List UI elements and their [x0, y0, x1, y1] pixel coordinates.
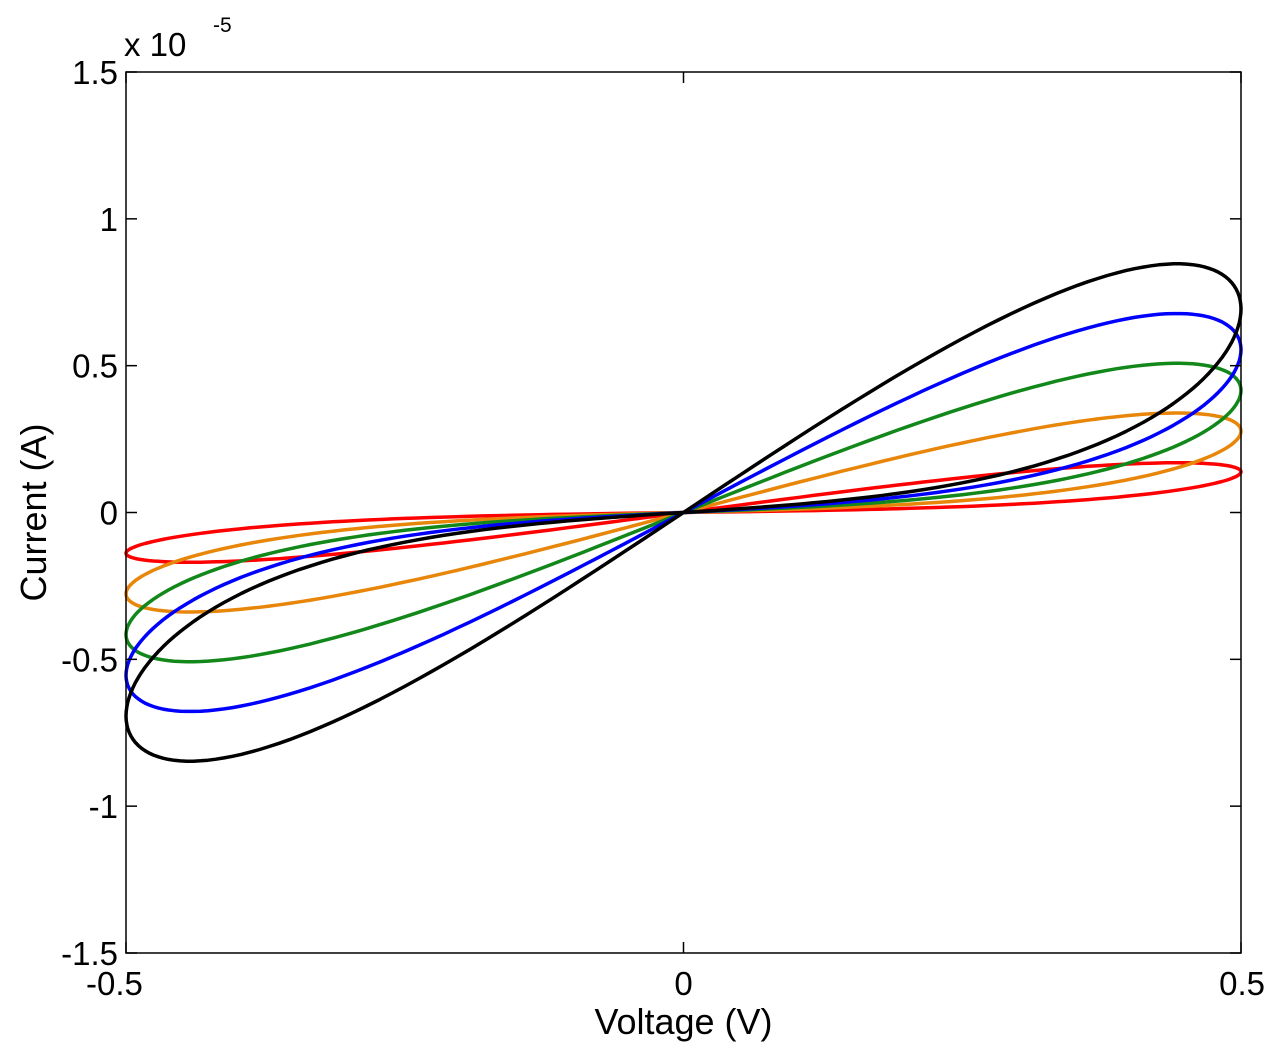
- y-tick-label: -1.5: [61, 935, 118, 972]
- y-tick-label: -0.5: [61, 641, 118, 678]
- y-exponent-label: x 10: [124, 26, 186, 63]
- y-tick-label: 1: [100, 201, 118, 238]
- y-tick-label: 1.5: [72, 54, 118, 91]
- x-tick-label: 0: [674, 965, 692, 1002]
- y-axis-label: Current (A): [13, 423, 54, 601]
- y-exponent-superscript: -5: [213, 14, 232, 37]
- x-axis-label: Voltage (V): [594, 1001, 772, 1042]
- series-line-5: [124, 262, 1243, 763]
- series-layer: [124, 262, 1243, 763]
- y-tick-label: -1: [89, 788, 118, 825]
- ticks-layer: -0.5 0 0.5 -1.5 -1 -0.5 0 0.5 1 1.5: [61, 54, 1265, 1002]
- y-tick-label: 0.5: [72, 348, 118, 385]
- y-tick-label: 0: [100, 495, 118, 532]
- x-tick-label: -0.5: [86, 965, 143, 1002]
- x-tick-label: 0.5: [1219, 965, 1265, 1002]
